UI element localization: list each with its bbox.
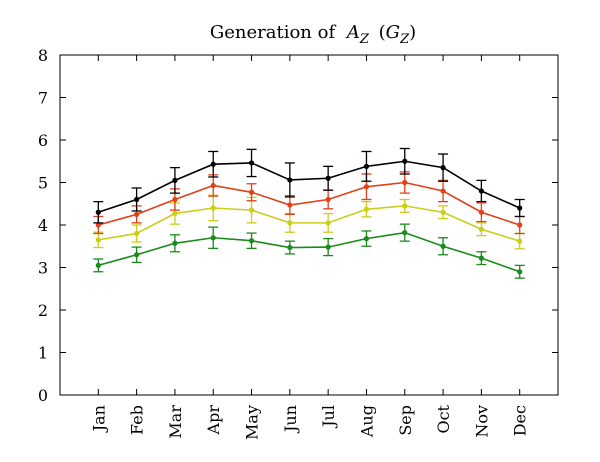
data-point [210, 161, 216, 167]
x-tick-label: Apr [204, 405, 223, 436]
x-tick-label: Mar [166, 405, 185, 439]
x-tick-label: Jun [281, 405, 300, 434]
title-main-symbol: A [345, 22, 360, 43]
data-point [402, 158, 408, 164]
x-tick-label: Nov [472, 405, 491, 438]
data-point [287, 244, 293, 251]
data-point [478, 226, 484, 232]
data-point [172, 240, 178, 246]
y-tick-label: 5 [38, 174, 48, 193]
data-point [287, 220, 293, 226]
data-point [95, 262, 101, 268]
data-point [172, 177, 178, 183]
data-point [287, 177, 293, 183]
data-point [517, 205, 523, 211]
y-tick-label: 3 [38, 259, 48, 278]
data-point [517, 269, 523, 275]
y-tick-label: 6 [38, 131, 48, 150]
data-point [95, 237, 101, 243]
data-point [95, 209, 101, 215]
data-point [248, 189, 255, 195]
data-point [134, 252, 140, 258]
data-point [440, 165, 446, 171]
data-point [210, 182, 216, 189]
data-point [478, 255, 484, 261]
data-point [210, 235, 216, 241]
x-tick-label: Oct [434, 404, 453, 433]
x-tick-label: May [243, 405, 262, 440]
data-point [440, 243, 446, 249]
data-point [363, 163, 370, 169]
data-point [478, 209, 484, 215]
data-point [325, 196, 331, 203]
data-point [517, 238, 523, 244]
y-tick-label: 2 [38, 301, 48, 320]
data-point [95, 222, 101, 228]
title-paren-close: ) [409, 22, 416, 43]
x-tick-label: Aug [357, 405, 376, 438]
data-point [440, 209, 446, 215]
data-point [517, 222, 523, 228]
x-tick-label: Dec [511, 405, 530, 436]
data-point [325, 220, 331, 226]
x-tick-label: Jul [319, 405, 338, 429]
x-tick-label: Feb [128, 405, 147, 435]
series-line [98, 181, 520, 226]
data-point [440, 188, 446, 194]
series-line [98, 231, 520, 273]
y-tick-label: 0 [38, 386, 48, 405]
title-paren-subscript: Z [399, 32, 410, 47]
data-point [210, 205, 216, 211]
data-point [172, 210, 178, 217]
data-point [248, 207, 255, 213]
data-point [172, 196, 178, 203]
title-paren-symbol: G [386, 22, 400, 43]
data-point [478, 188, 484, 194]
data-point [402, 203, 408, 209]
y-tick-label: 1 [38, 344, 48, 363]
data-point [363, 184, 370, 190]
data-point [248, 238, 255, 244]
x-tick-label: Sep [396, 405, 415, 436]
data-point [134, 211, 140, 217]
series-line [98, 205, 520, 242]
x-tick-label: Jan [89, 405, 108, 433]
y-tick-label: 7 [38, 89, 48, 108]
title-main-subscript: Z [359, 32, 370, 47]
data-point [287, 202, 293, 208]
title-paren-open: ( [379, 22, 386, 43]
data-point [134, 230, 140, 237]
series-line [98, 160, 521, 214]
y-tick-label: 4 [38, 216, 48, 235]
chart-title: Generation of AZ (GZ) [210, 22, 416, 48]
data-point [363, 236, 370, 242]
data-point [134, 196, 140, 203]
plot-area: 0 1 2 3 4 5 6 7 8 Jan Feb Mar Apr May Jun Jul Aug Sep Oct N… [38, 46, 559, 440]
data-point [402, 230, 408, 236]
chart-title-text: Generation of [210, 22, 337, 43]
data-point [248, 160, 255, 166]
y-tick-label: 8 [38, 46, 48, 65]
data-point [402, 179, 408, 186]
data-point [363, 206, 370, 212]
data-point [325, 244, 331, 250]
data-point [325, 175, 331, 181]
